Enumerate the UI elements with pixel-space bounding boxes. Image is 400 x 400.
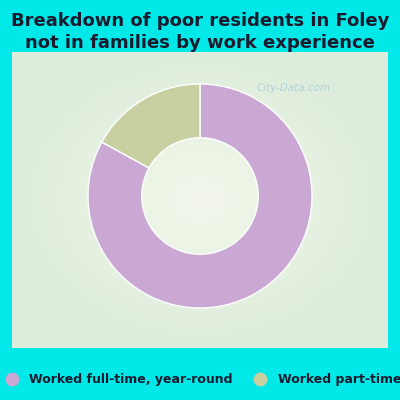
Wedge shape	[88, 84, 312, 308]
Legend: Worked full-time, year-round, Worked part-time: Worked full-time, year-round, Worked par…	[0, 369, 400, 390]
Wedge shape	[102, 84, 200, 168]
Text: City-Data.com: City-Data.com	[257, 82, 331, 92]
Text: Breakdown of poor residents in Foley
not in families by work experience: Breakdown of poor residents in Foley not…	[11, 12, 389, 52]
